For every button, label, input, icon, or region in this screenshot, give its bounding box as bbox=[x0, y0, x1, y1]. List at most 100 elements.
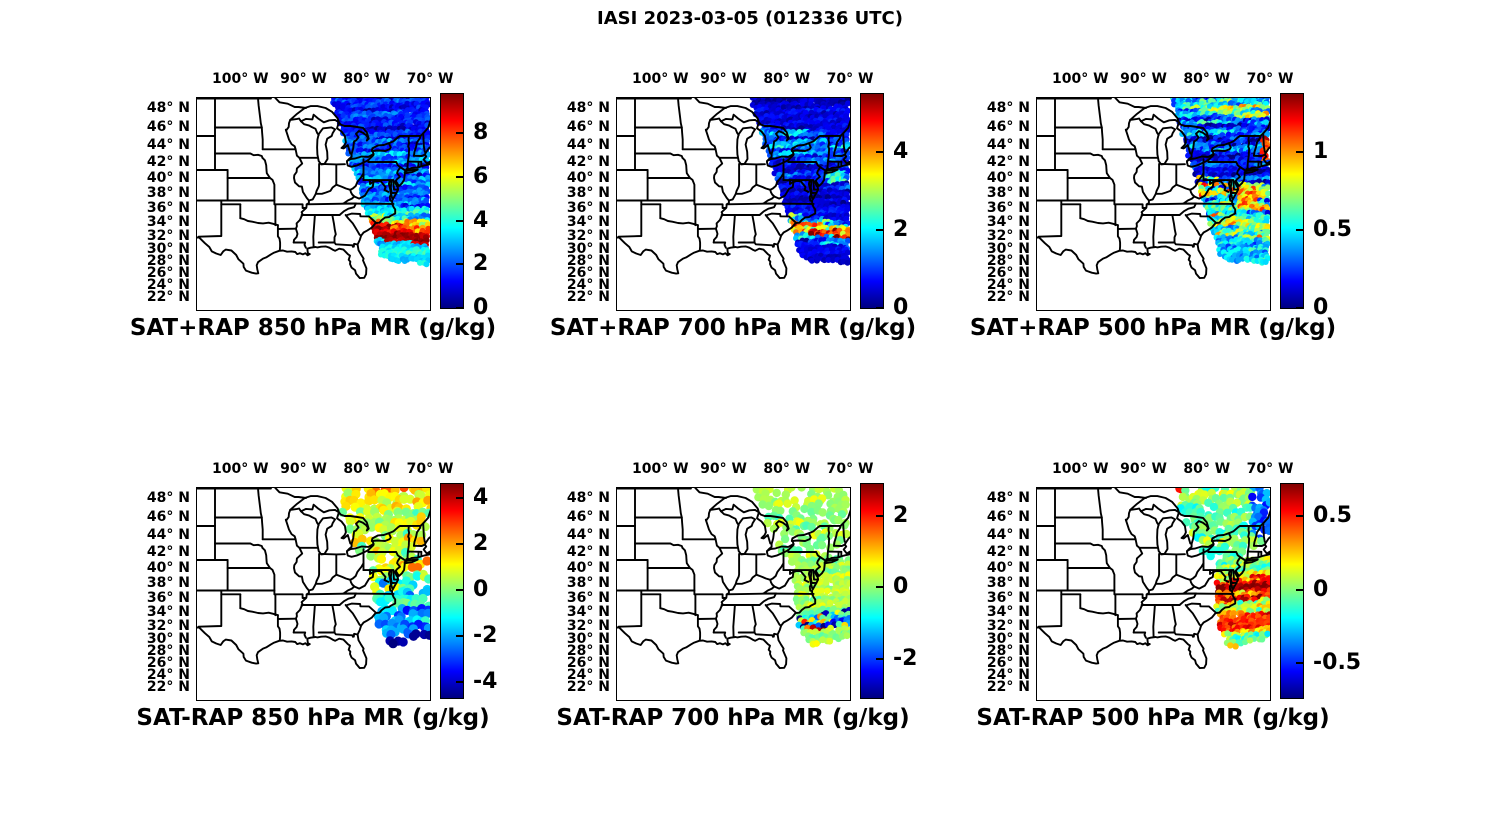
colorbar-gradient bbox=[1281, 94, 1303, 308]
lat-tick-label: 24° N bbox=[986, 277, 1030, 293]
lat-tick-label: 34° N bbox=[566, 214, 610, 230]
data-layer-sat-minus-rap-700 bbox=[752, 487, 850, 648]
lat-tick-label: 28° N bbox=[986, 643, 1030, 659]
lat-tick-label: 46° N bbox=[986, 509, 1030, 525]
lat-tick-label: 24° N bbox=[986, 667, 1030, 683]
map-frame bbox=[616, 487, 851, 701]
colorbar-tick-label: 0 bbox=[473, 295, 489, 320]
lat-tick-label: 24° N bbox=[146, 667, 190, 683]
colorbar-tick-mark bbox=[1296, 515, 1303, 518]
lon-tick-label: 100° W bbox=[211, 71, 269, 87]
lon-tick-label: 80° W bbox=[1183, 461, 1231, 477]
lat-tick-label: 42° N bbox=[566, 544, 610, 560]
colorbar-tick-label: 0.5 bbox=[1313, 216, 1352, 242]
lat-tick-label: 30° N bbox=[566, 241, 610, 257]
lat-tick-label: 28° N bbox=[146, 253, 190, 269]
lat-tick-label: 30° N bbox=[146, 631, 190, 647]
lat-tick-label: 26° N bbox=[566, 265, 610, 281]
lat-tick-label: 22° N bbox=[986, 679, 1030, 695]
lon-tick-label: 70° W bbox=[406, 461, 454, 477]
lon-tick-label: 90° W bbox=[280, 71, 327, 87]
colorbar-tick-mark bbox=[876, 515, 883, 518]
colorbar-tick-label: -2 bbox=[473, 622, 498, 648]
map-panel-sat-plus-rap-850 bbox=[196, 97, 430, 280]
lat-tick-label: 40° N bbox=[986, 170, 1030, 186]
map-panel-sat-plus-rap-700 bbox=[616, 97, 850, 280]
colorbar-tick-mark bbox=[876, 586, 883, 589]
map-frame bbox=[196, 487, 431, 701]
lat-tick-label: 32° N bbox=[146, 228, 190, 244]
colorbar-tick-mark bbox=[876, 307, 883, 309]
lat-tick-label: 38° N bbox=[146, 575, 190, 591]
map-panel-sat-minus-rap-500 bbox=[1036, 487, 1270, 670]
lat-tick-label: 48° N bbox=[986, 100, 1030, 116]
colorbar-tick-mark bbox=[456, 132, 463, 135]
lon-tick-label: 100° W bbox=[1051, 71, 1109, 87]
colorbar-tick-mark bbox=[456, 175, 463, 178]
lat-tick-label: 32° N bbox=[986, 228, 1030, 244]
colorbar-tick-label: 0 bbox=[893, 295, 909, 320]
lon-tick-label: 100° W bbox=[631, 461, 689, 477]
panel-title-sat-minus-rap-500: SAT-RAP 500 hPa MR (g/kg) bbox=[976, 705, 1330, 731]
colorbar-tick-label: 4 bbox=[473, 207, 489, 233]
lat-tick-label: 22° N bbox=[986, 289, 1030, 305]
colorbar-sat-plus-rap-850 bbox=[440, 93, 464, 309]
lat-tick-label: 30° N bbox=[566, 631, 610, 647]
lat-tick-label: 36° N bbox=[566, 590, 610, 606]
colorbar-tick-mark bbox=[456, 307, 463, 309]
colorbar-tick-mark bbox=[1296, 228, 1303, 231]
lat-tick-label: 42° N bbox=[566, 154, 610, 170]
lat-tick-label: 26° N bbox=[146, 265, 190, 281]
lat-tick-label: 42° N bbox=[146, 544, 190, 560]
lon-tick-label: 70° W bbox=[826, 461, 874, 477]
lon-tick-label: 80° W bbox=[343, 461, 391, 477]
lat-tick-label: 44° N bbox=[986, 137, 1030, 153]
lat-tick-label: 26° N bbox=[986, 265, 1030, 281]
lat-tick-label: 26° N bbox=[566, 655, 610, 671]
colorbar-tick-mark bbox=[876, 657, 883, 660]
colorbar-tick-mark bbox=[456, 542, 463, 545]
lat-tick-label: 28° N bbox=[146, 643, 190, 659]
colorbar-tick-mark bbox=[1296, 588, 1303, 591]
lon-tick-label: 100° W bbox=[631, 71, 689, 87]
map-frame bbox=[616, 97, 851, 311]
colorbar-tick-mark bbox=[1296, 307, 1303, 309]
lat-tick-label: 34° N bbox=[986, 214, 1030, 230]
lat-tick-label: 32° N bbox=[986, 618, 1030, 634]
lat-tick-label: 24° N bbox=[146, 277, 190, 293]
colorbar-tick-mark bbox=[456, 588, 463, 591]
colorbar-sat-minus-rap-850 bbox=[440, 483, 464, 699]
colorbar-tick-mark bbox=[876, 151, 883, 154]
lat-tick-label: 38° N bbox=[986, 575, 1030, 591]
lon-tick-label: 90° W bbox=[280, 461, 327, 477]
map-panel-sat-minus-rap-850 bbox=[196, 487, 430, 670]
lat-tick-label: 42° N bbox=[146, 154, 190, 170]
lat-tick-label: 22° N bbox=[566, 289, 610, 305]
colorbar-tick-label: 2 bbox=[893, 217, 909, 243]
lat-tick-label: 44° N bbox=[146, 527, 190, 543]
colorbar-gradient bbox=[441, 484, 463, 698]
colorbar-tick-label: 2 bbox=[473, 251, 489, 277]
lat-tick-label: 34° N bbox=[986, 604, 1030, 620]
lon-tick-label: 90° W bbox=[1120, 461, 1167, 477]
lat-tick-label: 40° N bbox=[986, 560, 1030, 576]
colorbar-tick-label: 6 bbox=[473, 163, 489, 189]
lat-tick-label: 36° N bbox=[566, 200, 610, 216]
colorbar-tick-mark bbox=[876, 229, 883, 232]
lat-tick-label: 26° N bbox=[986, 655, 1030, 671]
colorbar-tick-mark bbox=[456, 219, 463, 222]
colorbar-tick-label: 0 bbox=[1313, 295, 1329, 320]
colorbar-tick-label: 8 bbox=[473, 120, 489, 146]
colorbar-tick-label: 0 bbox=[473, 576, 489, 602]
panel-title-sat-minus-rap-850: SAT-RAP 850 hPa MR (g/kg) bbox=[136, 705, 490, 731]
colorbar-sat-plus-rap-700 bbox=[860, 93, 884, 309]
colorbar-tick-label: -2 bbox=[893, 645, 918, 671]
colorbar-tick-mark bbox=[456, 634, 463, 637]
lat-tick-label: 32° N bbox=[146, 618, 190, 634]
data-layer-sat-plus-rap-850 bbox=[330, 97, 430, 268]
lat-tick-label: 44° N bbox=[146, 137, 190, 153]
lat-tick-label: 42° N bbox=[986, 544, 1030, 560]
lat-tick-label: 36° N bbox=[986, 590, 1030, 606]
lon-tick-label: 70° W bbox=[406, 71, 454, 87]
